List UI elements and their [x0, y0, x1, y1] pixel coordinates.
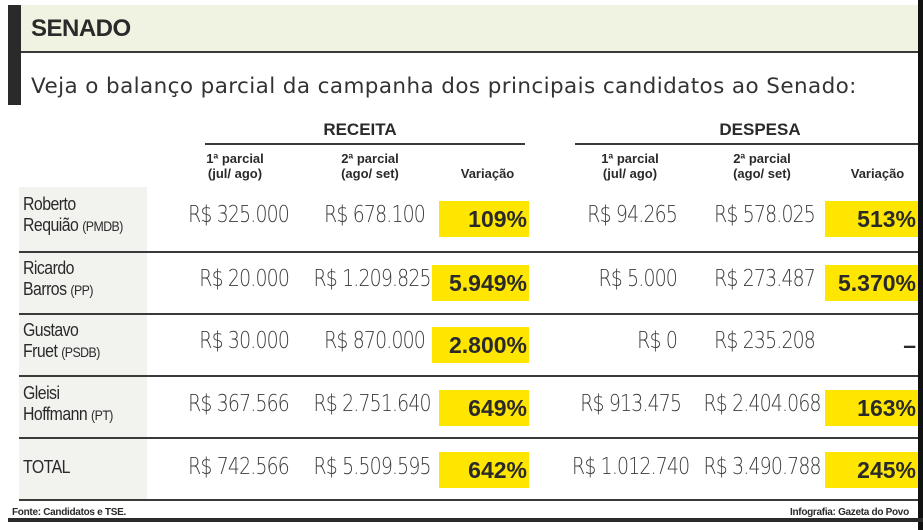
group-title-receita: RECEITA [323, 120, 397, 139]
total-label: TOTAL [23, 457, 70, 478]
receita-2-value: R$ 2.751.640 [313, 391, 431, 417]
despesa-variation: 245% [825, 452, 918, 488]
col-label: 1ª parcial [206, 151, 264, 166]
party-label: (PT) [91, 407, 113, 423]
row-divider [19, 375, 918, 377]
despesa-1-value: R$ 94.265 [587, 202, 678, 228]
receita-1-value: R$ 367.566 [188, 391, 290, 417]
receita-variation: 2.800% [432, 327, 529, 363]
col-label: 1ª parcial [601, 151, 659, 166]
despesa-1-value: R$ 0 [637, 328, 678, 354]
name-line1: TOTAL [23, 457, 70, 477]
despesa-variation: 513% [825, 201, 918, 237]
despesa-1-value: R$ 1.012.740 [572, 454, 690, 480]
name-line1: Gustavo [23, 320, 79, 340]
receita-2-value: R$ 5.509.595 [313, 454, 431, 480]
candidate-name: Ricardo Barros (PP) [23, 258, 93, 301]
despesa-2-value: R$ 235.208 [714, 328, 816, 354]
table-row: Gustavo Fruet (PSDB) R$ 30.000 R$ 870.00… [19, 315, 919, 377]
despesa-2-value: R$ 3.490.788 [703, 454, 821, 480]
table-row-total: TOTAL R$ 742.566 R$ 5.509.595 642% R$ 1.… [19, 439, 919, 501]
col-receita-1: 1ª parcial (jul/ ago) [190, 151, 280, 181]
left-accent-bar [8, 5, 21, 105]
col-sublabel: (ago/ set) [341, 166, 399, 181]
col-label: Variação [850, 166, 905, 181]
row-divider [19, 251, 918, 253]
table-row: Roberto Requião (PMDB) R$ 325.000 R$ 678… [19, 187, 919, 251]
party-label: (PSDB) [61, 344, 100, 360]
candidate-name: Roberto Requião (PMDB) [23, 194, 123, 237]
section-header: SENADO [21, 5, 918, 53]
despesa-2-value: R$ 2.404.068 [703, 391, 821, 417]
despesa-2-value: R$ 578.025 [714, 202, 816, 228]
receita-1-value: R$ 742.566 [188, 454, 290, 480]
col-label: Variação [460, 166, 515, 181]
col-receita-var: Variação [445, 166, 530, 181]
section-title: SENADO [31, 15, 131, 42]
group-rule-despesa [575, 143, 918, 145]
row-divider [19, 499, 918, 501]
receita-1-value: R$ 325.000 [188, 202, 290, 228]
col-label: 2ª parcial [733, 151, 791, 166]
name-line1: Roberto [23, 194, 76, 214]
name-line1: Gleisi [23, 383, 60, 403]
table-row: Ricardo Barros (PP) R$ 20.000 R$ 1.209.8… [19, 253, 919, 315]
subtitle: Veja o balanço parcial da campanha dos p… [31, 74, 857, 99]
row-divider [19, 313, 918, 315]
receita-1-value: R$ 30.000 [199, 328, 290, 354]
despesa-variation: 5.370% [825, 265, 918, 301]
name-column-bg [19, 187, 147, 501]
col-despesa-2: 2ª parcial (ago/ set) [712, 151, 812, 181]
receita-variation: 649% [439, 390, 529, 426]
despesa-1-value: R$ 5.000 [598, 266, 677, 292]
party-label: (PMDB) [82, 218, 123, 234]
name-line2: Requião [23, 215, 79, 235]
receita-variation: 109% [439, 201, 529, 237]
group-rule-receita [205, 143, 525, 145]
receita-2-value: R$ 678.100 [324, 202, 426, 228]
name-line2: Fruet [23, 341, 58, 361]
credit-note: Infografia: Gazeta do Povo [790, 507, 909, 518]
despesa-2-value: R$ 273.487 [714, 266, 816, 292]
group-title-despesa: DESPESA [719, 120, 801, 139]
col-despesa-1: 1ª parcial (jul/ ago) [585, 151, 675, 181]
candidate-name: Gustavo Fruet (PSDB) [23, 320, 100, 363]
col-receita-2: 2ª parcial (ago/ set) [320, 151, 420, 181]
despesa-variation: – [903, 332, 916, 358]
col-label: 2ª parcial [341, 151, 399, 166]
despesa-1-value: R$ 913.475 [580, 391, 682, 417]
receita-2-value: R$ 1.209.825 [313, 266, 431, 292]
receita-2-value: R$ 870.000 [324, 328, 426, 354]
bottom-rule [8, 518, 923, 522]
receita-variation: 642% [439, 452, 529, 488]
table-row: Gleisi Hoffmann (PT) R$ 367.566 R$ 2.751… [19, 377, 919, 439]
right-edge-bar [918, 0, 923, 530]
col-despesa-var: Variação [835, 166, 920, 181]
row-divider [19, 437, 918, 439]
receita-1-value: R$ 20.000 [199, 266, 290, 292]
receita-variation: 5.949% [432, 265, 529, 301]
source-note: Fonte: Candidatos e TSE. [12, 507, 126, 518]
party-label: (PP) [70, 282, 93, 298]
col-sublabel: (jul/ ago) [602, 166, 658, 181]
despesa-variation: 163% [825, 390, 918, 426]
name-line1: Ricardo [23, 258, 74, 278]
name-line2: Hoffmann [23, 404, 88, 424]
candidate-name: Gleisi Hoffmann (PT) [23, 383, 113, 426]
col-sublabel: (ago/ set) [733, 166, 791, 181]
col-sublabel: (jul/ ago) [207, 166, 263, 181]
name-line2: Barros [23, 279, 67, 299]
